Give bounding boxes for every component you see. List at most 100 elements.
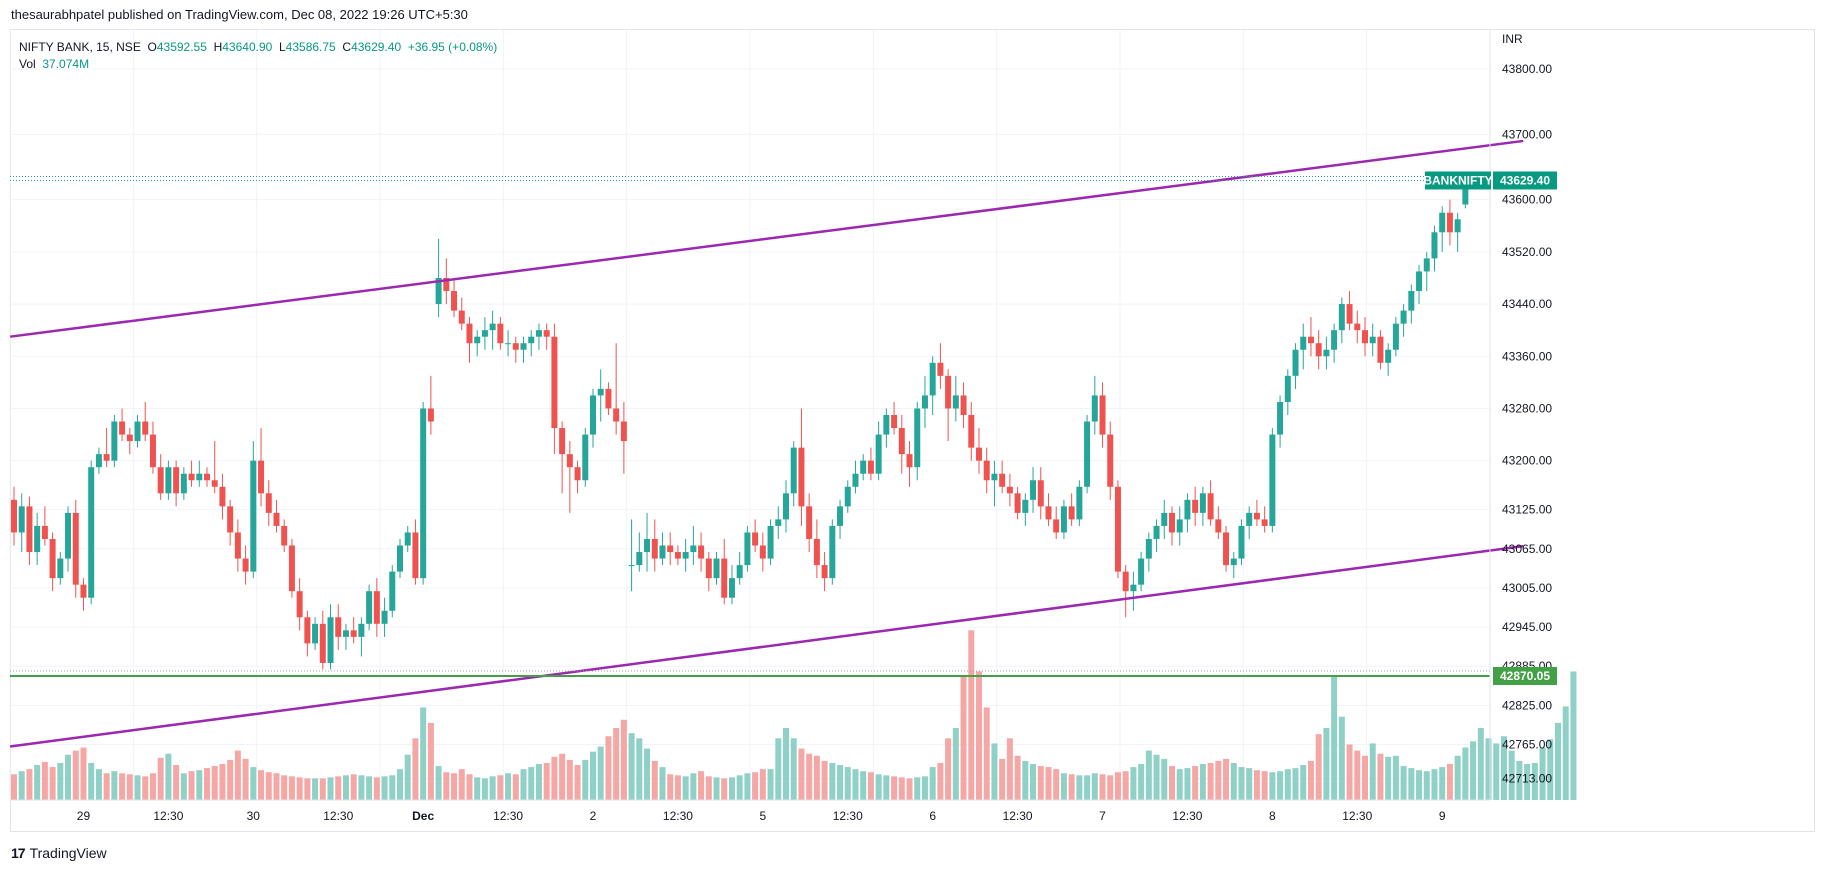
volume-bar [80,747,87,800]
trendline-upper [9,139,1524,338]
author-name[interactable]: thesaurabhpatel [11,7,105,22]
volume-bar [1446,764,1453,800]
candle-body [1122,571,1129,592]
volume-bar [242,758,249,800]
candle-body [327,617,334,663]
candle-body [921,395,928,409]
candle-body [474,336,481,344]
volume-bar [1524,764,1531,800]
volume-bar [844,767,851,800]
volume-bar [1331,676,1338,800]
y-tick-label: 42765.00 [1502,738,1552,752]
candle-body [1145,538,1152,559]
volume-bar [767,769,774,800]
volume-bar [1269,772,1276,800]
candle-body [1400,310,1407,324]
volume-bar [837,765,844,800]
candle-body [1230,558,1237,566]
candle-body [34,525,41,553]
candle-body [1030,480,1037,500]
candle-body [968,415,975,448]
volume-label[interactable]: Vol [19,57,36,71]
tradingview-brand: TradingView [29,845,107,861]
candle-body [1362,330,1368,344]
volume-bar [551,756,558,800]
y-tick-label: 43700.00 [1502,127,1552,141]
candle-body [1153,525,1160,539]
y-tick-label: 42945.00 [1502,620,1552,634]
candle-body [991,473,998,481]
ohlc-row: NIFTY BANK, 15, NSE O43592.55 H43640.90 … [19,39,497,56]
candle-body [775,519,782,526]
candle-body [999,473,1006,487]
symbol-label[interactable]: NIFTY BANK, 15, NSE [19,40,141,54]
volume-bar [327,777,334,800]
volume-bar [1091,773,1098,800]
y-tick-label: 43005.00 [1502,581,1552,595]
volume-bar [126,774,133,800]
volume-bar [1400,766,1407,800]
volume-bar [1114,772,1121,800]
candle-body [636,552,643,566]
x-tick-label: 12:30 [1342,809,1372,823]
volume-bar [790,738,797,800]
volume-bar [983,707,990,800]
volume-bar [1223,758,1230,800]
volume-bar [134,775,141,800]
volume-bar [682,776,689,800]
volume-bar [1030,764,1037,800]
volume-bar [1169,766,1175,800]
volume-bar [644,748,651,800]
volume-bar [1454,755,1461,800]
volume-bar [636,738,643,800]
volume-bar [65,754,72,800]
volume-bar [597,746,604,800]
candle-body [95,454,102,468]
candle-body [258,460,265,494]
candle-body [659,545,666,559]
candle-body [219,486,226,507]
candle-body [180,473,187,494]
volume-bar [1199,764,1206,800]
candle-body [41,525,48,539]
volume-bar [860,771,867,800]
volume-bar [752,772,759,800]
y-tick-label: 43280.00 [1502,401,1552,415]
volume-bar [1570,671,1577,800]
candle-body [783,493,789,520]
volume-bar [968,630,975,800]
candle-body [126,434,133,442]
candle-body [80,584,87,598]
candle-body [690,545,697,553]
candle-body [165,467,172,494]
volume-bar [1470,741,1477,800]
volume-bar [1277,771,1284,800]
volume-bar [1362,755,1368,800]
candle-body [1315,343,1322,357]
volume-bar [806,753,813,800]
volume-bar [26,769,33,800]
candle-body [813,538,820,566]
candle-body [906,454,913,468]
volume-bar [1006,738,1013,800]
tradingview-logo[interactable]: 17 TradingView [11,845,107,861]
candle-body [929,362,936,396]
volume-bar [705,776,712,800]
volume-bar [1493,743,1500,800]
volume-bar [342,775,349,800]
volume-bar [1547,739,1554,800]
volume-bar [427,722,434,800]
volume-bar [95,769,102,800]
candle-body [1169,512,1175,533]
volume-bar [250,767,257,800]
candle-body [867,460,874,474]
candle-body [651,538,658,559]
volume-bar [381,776,388,800]
x-tick-label: 12:30 [493,809,523,823]
y-tick-label: 43200.00 [1502,454,1552,468]
volume-bar [1485,738,1492,800]
volume-bar [1284,769,1291,800]
y-tick-label: 43125.00 [1502,503,1552,517]
x-tick-label: 12:30 [323,809,353,823]
